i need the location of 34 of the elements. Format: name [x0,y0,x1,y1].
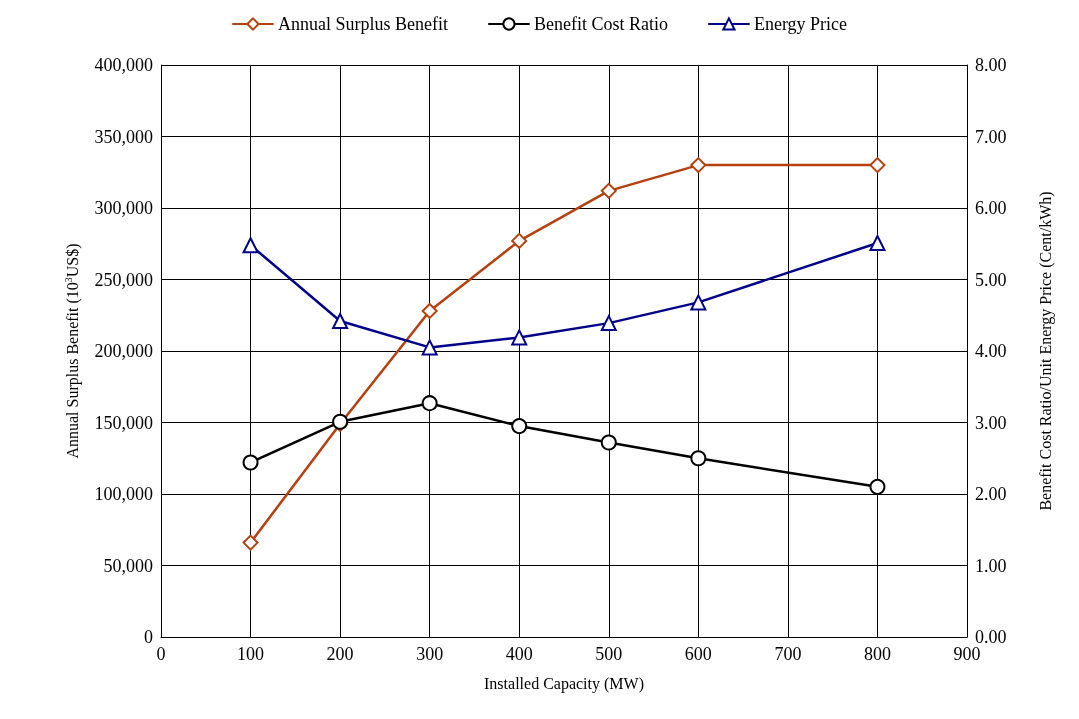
y2-tick-label: 2.00 [975,484,1007,504]
legend-label: Annual Surplus Benefit [277,14,448,34]
y2-tick-label: 8.00 [975,55,1007,75]
y-tick-label: 0 [144,627,153,647]
y2-tick-label: 1.00 [975,555,1007,576]
x-tick-label: 800 [863,644,891,664]
x-tick-label: 900 [953,644,981,664]
x-tick-label: 200 [326,644,354,664]
x-axis-title: Installed Capacity (MW) [484,674,644,693]
legend-label: Energy Price [753,14,848,34]
y2-tick-label: 5.00 [975,269,1007,290]
y-tick-label: 250,000 [94,269,153,290]
x-tick-label: 400 [505,644,533,664]
y2-axis-title: Benefit Cost Ratio/Unit Energy Price (Cent/kWh) [1036,191,1055,511]
y2-tick-label: 6.00 [975,198,1007,218]
y-tick-label: 350,000 [94,126,153,147]
y-axis-title: Annual Surplus Benefit (103US$) [62,243,82,459]
y-tick-label: 100,000 [94,484,153,504]
y2-tick-label: 4.00 [975,341,1007,361]
y2-tick-label: 7.00 [975,126,1007,147]
x-tick-label: 500 [595,644,623,664]
y-tick-label: 50,000 [103,555,153,576]
x-tick-label: 700 [774,644,802,664]
y2-tick-label: 0.00 [975,627,1007,647]
y-tick-label: 150,000 [94,412,153,433]
x-tick-label: 300 [416,644,444,664]
legend-label: Benefit Cost Ratio [533,14,668,34]
y-tick-label: 300,000 [94,198,153,218]
y2-tick-label: 3.00 [975,412,1007,433]
x-tick-label: 0 [156,644,166,664]
x-tick-label: 100 [237,644,265,664]
y-tick-label: 200,000 [94,341,153,361]
y-tick-label: 400,000 [94,55,153,75]
x-tick-label: 600 [684,644,712,664]
